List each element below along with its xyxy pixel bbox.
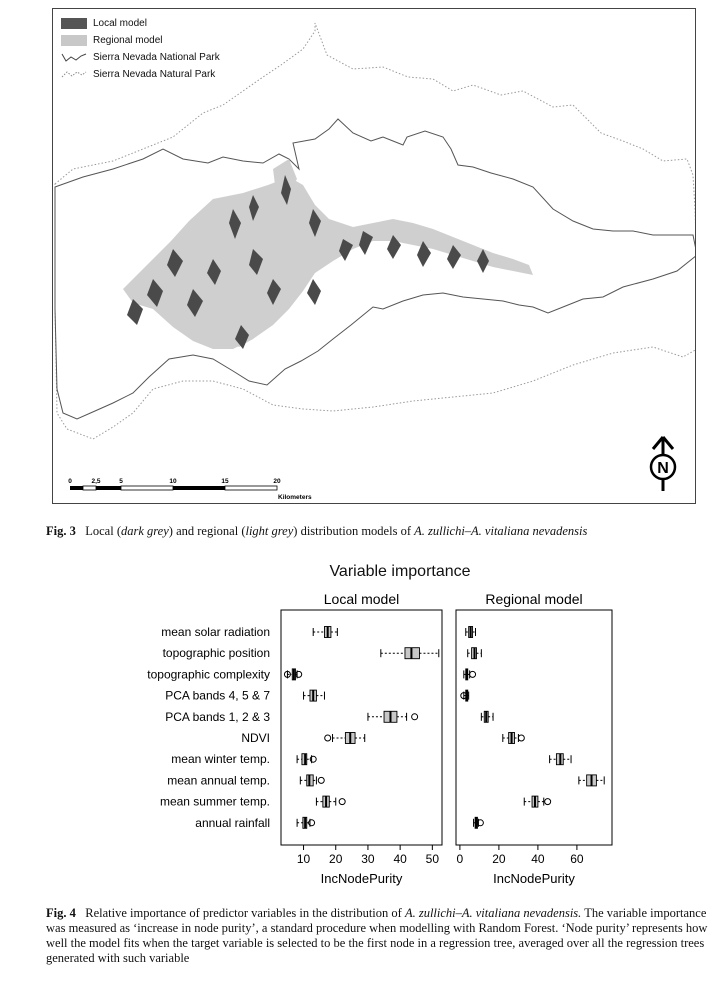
- x-tick-label: 20: [492, 852, 506, 866]
- x-tick-label: 30: [361, 852, 375, 866]
- x-tick-label: 0: [457, 852, 464, 866]
- legend-local: Local model: [61, 15, 220, 32]
- fig3-caption-light: light grey: [245, 524, 293, 538]
- dotted-boundary-swatch: [61, 69, 87, 80]
- category-label: PCA bands 1, 2 & 3: [165, 710, 270, 724]
- legend-regional: Regional model: [61, 32, 220, 49]
- fig4-caption-species: A. zullichi–A. vitaliana nevadensis.: [405, 906, 581, 920]
- boxplot-local-6: [297, 754, 316, 765]
- category-label: PCA bands 4, 5 & 7: [165, 689, 270, 703]
- local-panel-frame: [281, 610, 442, 845]
- scale-tick-2-5: 2,5: [91, 478, 100, 485]
- local-x-axis-label: IncNodePurity: [321, 871, 403, 886]
- boxplot-regional-6: [550, 754, 571, 765]
- x-tick-label: 40: [531, 852, 545, 866]
- x-tick-label: 50: [426, 852, 440, 866]
- map-legend: Local model Regional model Sierra Nevada…: [61, 15, 220, 83]
- regional-model-panel: Regional model 0 20 40 60 IncNodePurity: [456, 591, 612, 886]
- scale-tick-10: 10: [169, 478, 177, 485]
- fig3-caption-species: A. zullichi–A. vitaliana nevadensis: [414, 524, 587, 538]
- legend-national-park: Sierra Nevada National Park: [61, 49, 220, 66]
- boxplot-local-8: [316, 796, 345, 807]
- boxplot-regional-4: [481, 711, 493, 722]
- outlier: [470, 671, 476, 677]
- boxplot-regional-8: [524, 796, 550, 807]
- boxplot-local-1: [381, 648, 439, 659]
- local-panel-title: Local model: [324, 591, 400, 607]
- legend-national-park-label: Sierra Nevada National Park: [93, 49, 220, 66]
- category-label: mean solar radiation: [161, 625, 270, 639]
- boxplot-regional-2: [464, 669, 476, 680]
- boxplot-regional-1: [468, 648, 482, 659]
- north-label: N: [657, 460, 669, 477]
- category-labels: mean solar radiation topographic position…: [147, 625, 270, 830]
- legend-regional-label: Regional model: [93, 32, 163, 49]
- dark-grey-swatch: [61, 18, 87, 29]
- scale-bar: 0 2,5 5 10 15 20 Kilometers: [67, 475, 347, 503]
- outlier: [318, 777, 324, 783]
- figure-4-caption: Fig. 4 Relative importance of predictor …: [46, 906, 710, 966]
- boxplot-local-9: [297, 817, 314, 828]
- regional-model-areas: [123, 159, 533, 349]
- legend-local-label: Local model: [93, 15, 147, 32]
- scale-tick-0: 0: [68, 478, 72, 485]
- boxplot-local-2: [284, 669, 301, 680]
- boxplot-local-4: [368, 711, 418, 722]
- distribution-map: Local model Regional model Sierra Nevada…: [52, 8, 696, 504]
- map-drawing: [53, 9, 696, 504]
- fig3-caption-text-2: ) and regional (: [169, 524, 246, 538]
- fig4-caption-text-1: Relative importance of predictor variabl…: [85, 906, 405, 920]
- boxplot-local-7: [300, 775, 324, 786]
- light-grey-swatch: [61, 35, 87, 46]
- boxplot-regional-9: [474, 817, 484, 828]
- boxplot-regional-3: [461, 690, 469, 701]
- fig3-label: Fig. 3: [46, 524, 76, 538]
- category-label: mean summer temp.: [160, 795, 270, 809]
- outlier: [412, 714, 418, 720]
- scale-unit: Kilometers: [278, 494, 312, 501]
- outlier: [545, 799, 551, 805]
- fig4-label: Fig. 4: [46, 906, 76, 920]
- x-tick-label: 10: [297, 852, 311, 866]
- boxplot-local-3: [304, 690, 325, 701]
- figure-3-caption: Fig. 3 Local (dark grey) and regional (l…: [46, 524, 716, 539]
- outlier: [339, 799, 345, 805]
- regional-panel-title: Regional model: [485, 591, 582, 607]
- variable-importance-chart: mean solar radiation topographic position…: [0, 560, 720, 900]
- legend-natural-park: Sierra Nevada Natural Park: [61, 66, 220, 83]
- outlier: [518, 735, 524, 741]
- fig3-caption-text-3: ) distribution models of: [293, 524, 414, 538]
- solid-boundary-swatch: [61, 52, 87, 63]
- scale-tick-15: 15: [221, 478, 229, 485]
- x-tick-label: 20: [329, 852, 343, 866]
- category-label: mean winter temp.: [171, 752, 270, 766]
- boxplot-regional-5: [503, 733, 525, 744]
- category-label: mean annual temp.: [167, 773, 270, 787]
- scale-bar-graphic: 0 2,5 5 10 15 20 Kilometers: [67, 475, 347, 501]
- x-tick-label: 40: [393, 852, 407, 866]
- category-label: annual rainfall: [195, 816, 270, 830]
- scale-tick-5: 5: [119, 478, 123, 485]
- boxplot-regional-0: [466, 627, 476, 638]
- boxplot-local-5: [325, 733, 365, 744]
- category-label: NDVI: [241, 731, 270, 745]
- fig3-caption-text-1: Local (: [85, 524, 121, 538]
- x-tick-label: 60: [570, 852, 584, 866]
- boxplot-regional-7: [579, 775, 604, 786]
- fig3-caption-dark: dark grey: [121, 524, 169, 538]
- scale-tick-20: 20: [273, 478, 281, 485]
- local-model-panel: Local model 10 20 30 40 50 IncNodePurity: [281, 591, 442, 886]
- boxplot-local-0: [313, 627, 337, 638]
- legend-natural-park-label: Sierra Nevada Natural Park: [93, 66, 215, 83]
- regional-panel-frame: [456, 610, 612, 845]
- category-label: topographic position: [163, 646, 270, 660]
- category-label: topographic complexity: [147, 667, 270, 681]
- outlier: [325, 735, 331, 741]
- north-arrow-icon: N: [645, 435, 681, 493]
- regional-x-axis-label: IncNodePurity: [493, 871, 575, 886]
